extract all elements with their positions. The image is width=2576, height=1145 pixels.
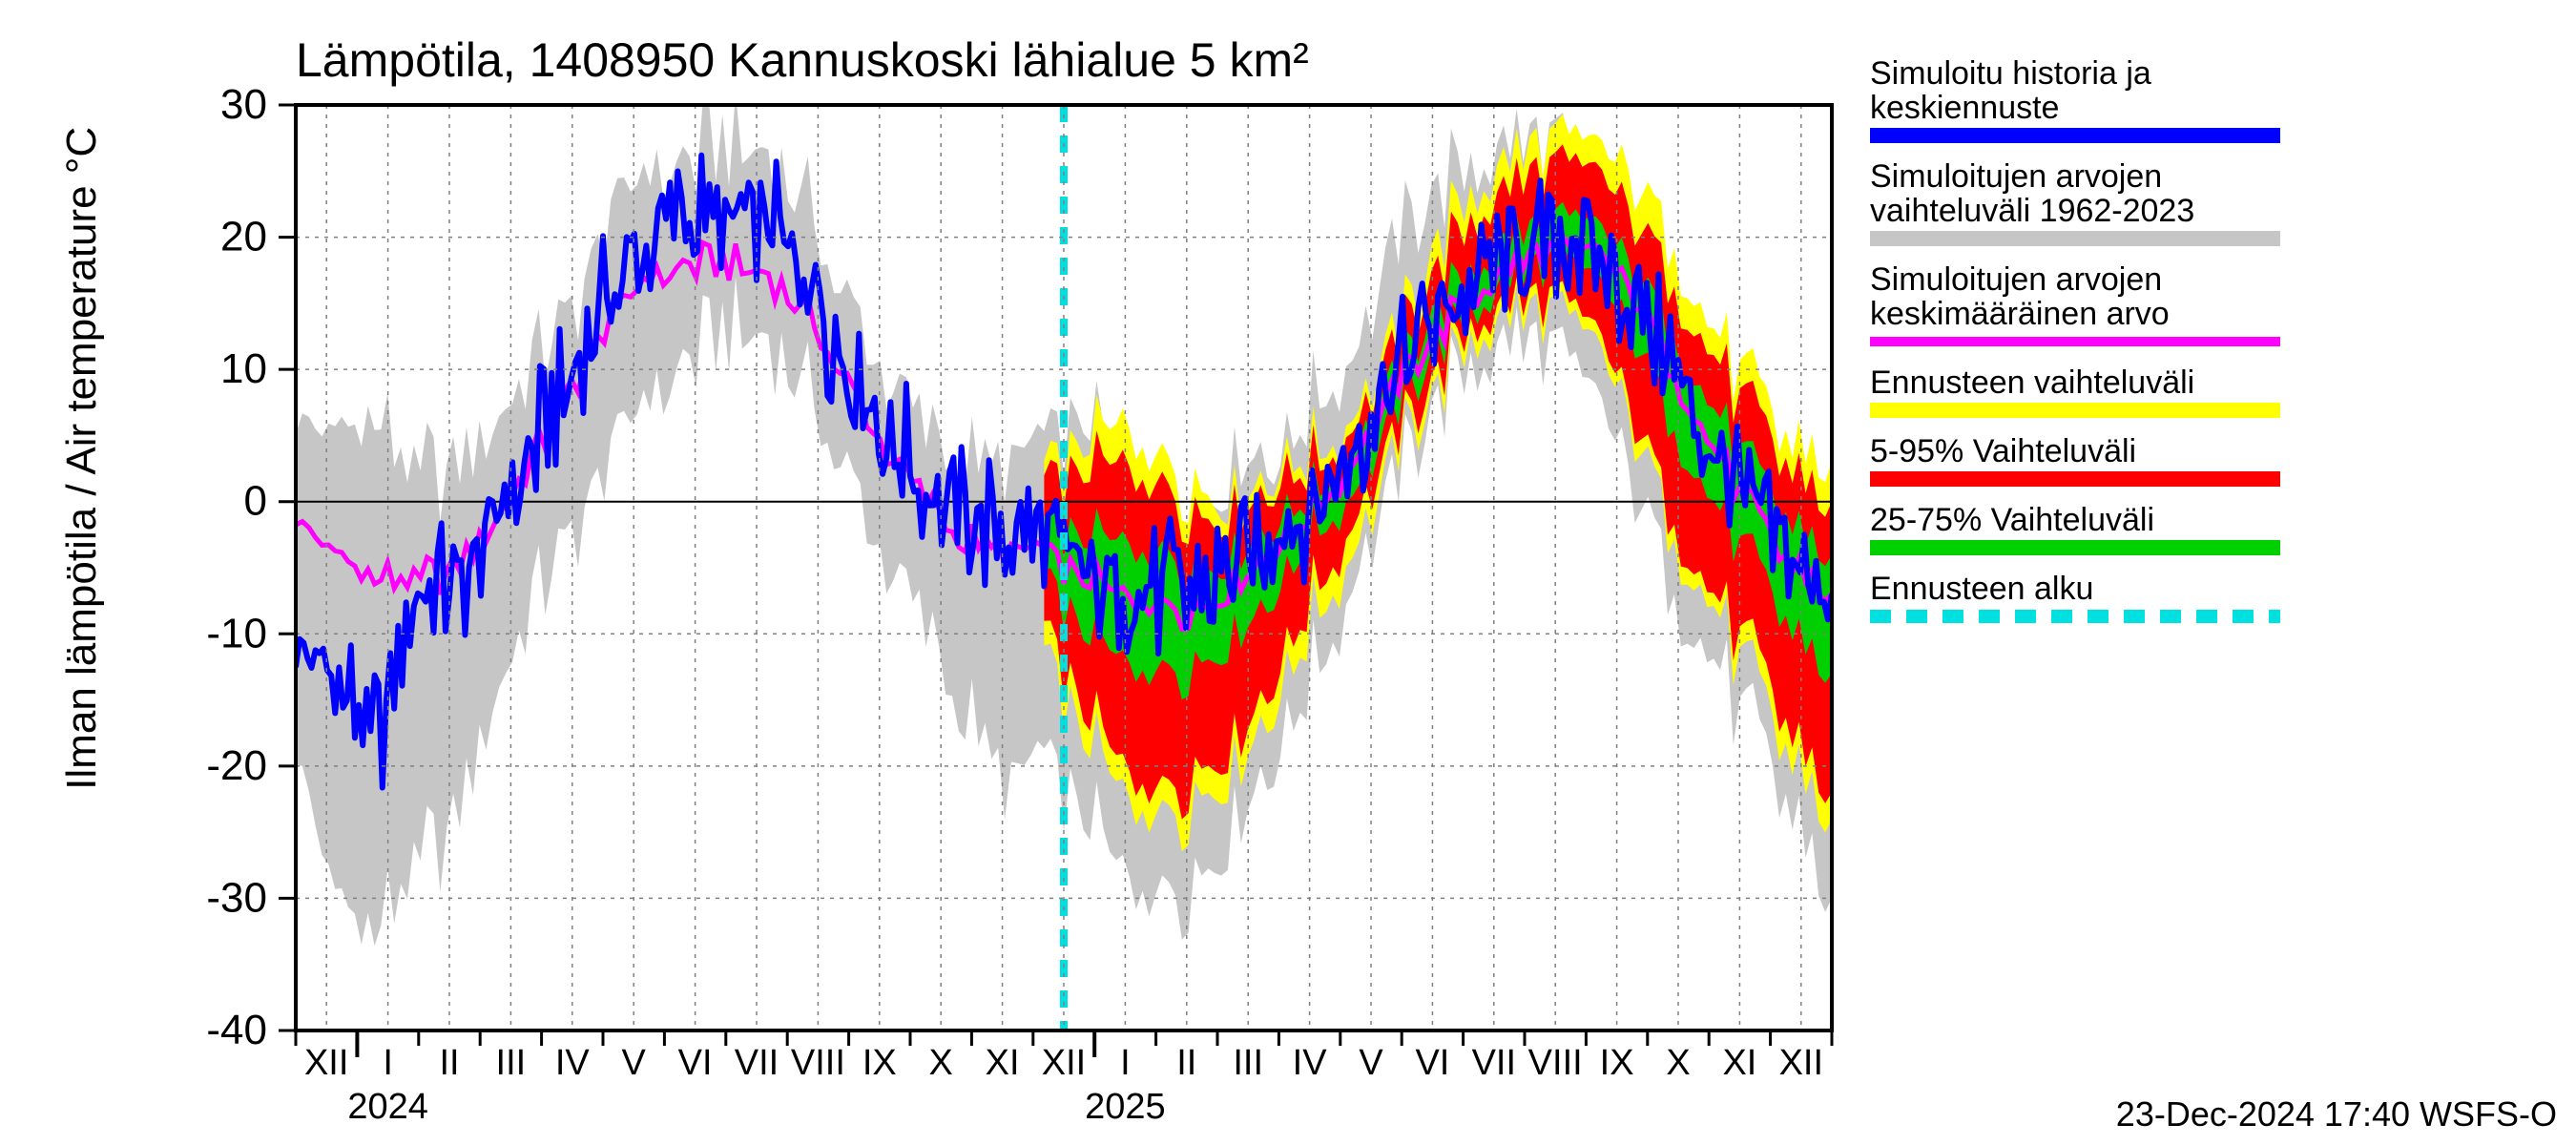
x-tick-label: III <box>1233 1043 1263 1083</box>
legend-swatch <box>1870 540 2280 555</box>
legend-label: vaihteluväli 1962-2023 <box>1870 193 2194 229</box>
y-tick-label: -40 <box>206 1007 267 1053</box>
x-tick-label: VII <box>735 1043 779 1083</box>
x-tick-label: I <box>383 1043 393 1083</box>
legend-label: Simuloitujen arvojen <box>1870 158 2162 195</box>
x-tick-label: IV <box>555 1043 591 1083</box>
x-tick-label: III <box>496 1043 527 1083</box>
chart-title: Lämpötila, 1408950 Kannuskoski lähialue … <box>296 33 1309 87</box>
x-tick-label: XI <box>1722 1043 1756 1083</box>
x-tick-label: V <box>1359 1043 1383 1083</box>
x-tick-label: VI <box>1415 1043 1449 1083</box>
x-tick-label: II <box>1176 1043 1196 1083</box>
legend-swatch <box>1870 231 2280 246</box>
x-tick-label: XII <box>1042 1043 1086 1083</box>
y-tick-label: 0 <box>244 478 267 525</box>
x-tick-label: VIII <box>791 1043 845 1083</box>
legend: Simuloitu historia jakeskiennuste Simuloi… <box>1870 55 2280 616</box>
legend-label: keskimääräinen arvo <box>1870 296 2170 332</box>
y-tick-label: -10 <box>206 610 267 656</box>
y-tick-label: 30 <box>220 81 267 128</box>
y-tick-label: 20 <box>220 214 267 260</box>
legend-label: Ennusteen vaihteluväli <box>1870 364 2194 401</box>
x-year-label: 2024 <box>347 1087 428 1127</box>
legend-label: 25-75% Vaihteluväli <box>1870 502 2154 538</box>
x-tick-label: II <box>439 1043 459 1083</box>
x-tick-label: I <box>1120 1043 1131 1083</box>
temperature-chart: -40-30-20-100102030XIIIIIIIIIVVVIVIIVIII… <box>0 0 2576 1145</box>
x-tick-label: IV <box>1293 1043 1328 1083</box>
x-tick-label: V <box>622 1043 647 1083</box>
legend-swatch <box>1870 471 2280 487</box>
x-tick-label: VII <box>1472 1043 1516 1083</box>
legend-label: Ennusteen alku <box>1870 571 2093 607</box>
legend-label: Simuloitujen arvojen <box>1870 261 2162 298</box>
x-tick-label: X <box>1666 1043 1690 1083</box>
x-tick-label: XI <box>986 1043 1020 1083</box>
y-tick-label: 10 <box>220 345 267 392</box>
chart-footer: 23-Dec-2024 17:40 WSFS-O <box>2116 1094 2557 1134</box>
x-tick-label: XII <box>304 1043 348 1083</box>
x-tick-label: XII <box>1779 1043 1823 1083</box>
legend-label: 5-95% Vaihteluväli <box>1870 433 2136 469</box>
x-tick-label: IX <box>1600 1043 1634 1083</box>
y-tick-label: -20 <box>206 742 267 789</box>
x-tick-label: IX <box>862 1043 897 1083</box>
chart-container: -40-30-20-100102030XIIIIIIIIIVVVIVIIVIII… <box>0 0 2576 1145</box>
legend-label: Simuloitu historia ja <box>1870 55 2151 92</box>
x-tick-label: VI <box>678 1043 713 1083</box>
y-axis-label: Ilman lämpötila / Air temperature °C <box>58 127 105 790</box>
legend-swatch <box>1870 403 2280 418</box>
x-tick-label: VIII <box>1528 1043 1583 1083</box>
legend-label: keskiennuste <box>1870 90 2059 126</box>
y-tick-label: -30 <box>206 874 267 921</box>
x-tick-label: X <box>929 1043 953 1083</box>
x-year-label: 2025 <box>1085 1087 1166 1127</box>
